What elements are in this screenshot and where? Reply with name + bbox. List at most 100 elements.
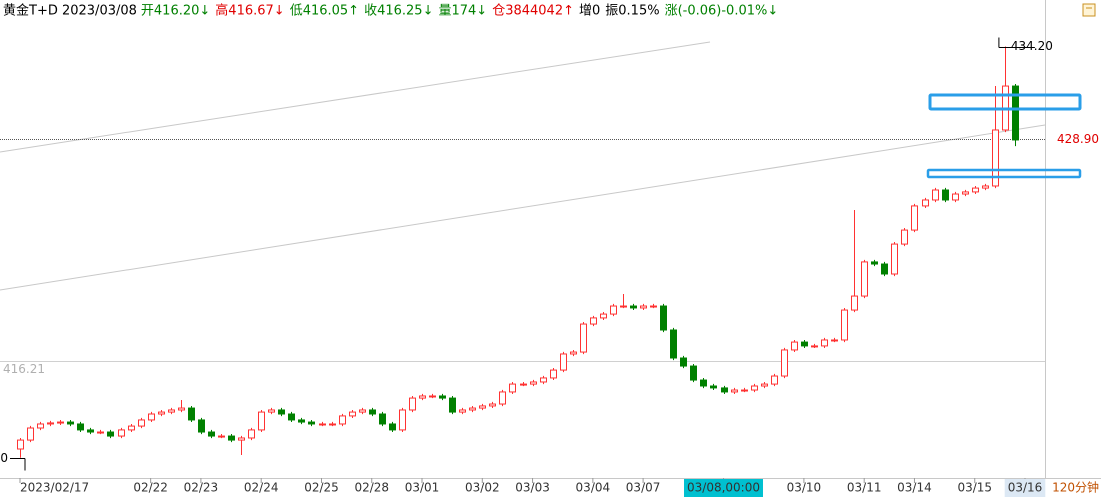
trend-line xyxy=(0,124,1046,291)
candle-body xyxy=(349,411,356,417)
candle-body xyxy=(962,191,969,195)
candle-body xyxy=(178,407,185,411)
candle-body xyxy=(509,383,516,393)
x-tick-label: 03/02 xyxy=(465,481,500,495)
x-tick-label: 03/14 xyxy=(897,481,932,495)
candle-body xyxy=(761,383,768,387)
candle-body xyxy=(600,313,607,319)
candle-body xyxy=(67,421,74,425)
candle-body xyxy=(218,435,225,438)
candle-body xyxy=(168,409,175,413)
candle-body xyxy=(861,261,868,297)
x-tick-label: 03/10 xyxy=(787,481,822,495)
candle-body xyxy=(741,389,748,392)
candle-body xyxy=(660,305,667,331)
x-tick-label: 03/03 xyxy=(515,481,550,495)
candle-body xyxy=(148,413,155,421)
candle-body xyxy=(901,229,908,245)
candle-body xyxy=(520,383,527,386)
candle-body xyxy=(329,423,336,426)
candle-body xyxy=(459,409,466,413)
candle-body xyxy=(319,423,326,426)
candle-body xyxy=(188,407,195,421)
candle-body xyxy=(680,357,687,367)
candle-body xyxy=(791,341,798,351)
candle-body xyxy=(379,413,386,425)
price-label: 416.21 xyxy=(3,362,45,376)
candle-body xyxy=(419,395,426,399)
header-field: 开416.20↓ xyxy=(141,4,210,19)
candle-body xyxy=(268,409,275,413)
candle-body xyxy=(258,411,265,431)
candle-body xyxy=(821,339,828,347)
header-field: 收416.25↓ xyxy=(364,4,433,19)
candle-body xyxy=(831,339,838,342)
candle-body xyxy=(339,415,346,425)
x-tick-label: 03/04 xyxy=(576,481,611,495)
candle-body xyxy=(429,395,436,398)
candle-body xyxy=(409,397,416,411)
candle-body xyxy=(841,309,848,341)
candle-body xyxy=(489,403,496,407)
candle-body xyxy=(721,387,728,393)
candle-body xyxy=(158,411,165,415)
candle-body xyxy=(751,385,758,391)
header-field: 增0 xyxy=(579,4,600,19)
candle-body xyxy=(982,185,989,189)
candle-body xyxy=(942,189,949,201)
x-tick-label: 02/24 xyxy=(244,481,279,495)
candle-body xyxy=(208,431,215,437)
candle-body xyxy=(871,261,878,265)
candle-body xyxy=(650,305,657,308)
candle-body xyxy=(248,429,255,439)
candle-body xyxy=(128,425,135,431)
candle-body xyxy=(811,345,818,348)
trend-line xyxy=(0,41,711,153)
x-tick-label: 02/25 xyxy=(304,481,339,495)
candle-body xyxy=(97,431,104,434)
candle-body xyxy=(57,421,64,424)
candle-body xyxy=(198,419,205,433)
candle-body xyxy=(670,329,677,359)
window-icon[interactable] xyxy=(1082,3,1096,17)
last-label-bg xyxy=(1004,479,1046,497)
candle-body xyxy=(781,349,788,377)
candle-body xyxy=(610,305,617,315)
candle-body xyxy=(550,369,557,379)
plot-area: 428.90 416.21 434.20 410.70 xyxy=(0,37,1099,471)
x-tick-label: 03/08,00:00 xyxy=(687,481,760,495)
candle-body xyxy=(278,409,285,415)
candle-body xyxy=(922,199,929,207)
candle-body xyxy=(952,193,959,201)
header-field: 低416.05↑ xyxy=(290,4,359,19)
candle-body xyxy=(911,205,918,231)
candle-body xyxy=(17,439,24,450)
candle-body xyxy=(87,429,94,433)
highlight-box xyxy=(928,93,1082,111)
header-field: 仓3844042↑ xyxy=(492,4,574,19)
candle-body xyxy=(851,295,858,311)
candle-body xyxy=(630,305,637,309)
candle-body xyxy=(700,379,707,387)
candle-body xyxy=(449,397,456,413)
period-label: 120分钟 xyxy=(1052,480,1099,495)
x-tick-label: 02/23 xyxy=(184,481,219,495)
candle-body xyxy=(399,409,406,431)
candle-body xyxy=(1012,85,1019,141)
candle-body xyxy=(540,377,547,383)
candle-body xyxy=(570,351,577,355)
candle-body xyxy=(972,187,979,193)
x-tick-label: 02/28 xyxy=(354,481,389,495)
candle-body xyxy=(469,407,476,411)
candle-body xyxy=(107,431,114,437)
candle-body xyxy=(690,365,697,381)
header-field: 振0.15% xyxy=(605,4,659,19)
candle-body xyxy=(620,305,627,308)
x-tick-label: 03/16 xyxy=(1008,481,1043,495)
candle-body xyxy=(308,421,315,425)
x-tick-label: 03/07 xyxy=(626,481,661,495)
highlight-box xyxy=(926,168,1082,179)
